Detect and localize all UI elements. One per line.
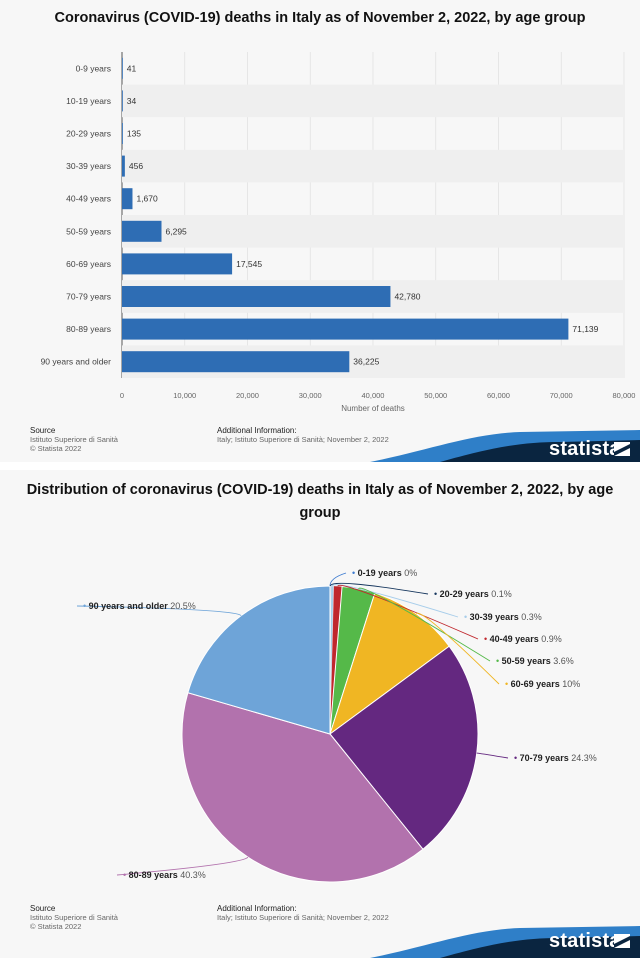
data-label: 456 <box>129 161 143 171</box>
data-label: 17,545 <box>236 259 262 269</box>
leader-line <box>476 752 509 759</box>
bar-chart-title: Coronavirus (COVID-19) deaths in Italy a… <box>54 10 586 26</box>
slice-label: • 50-59 years 3.6% <box>496 656 574 666</box>
bar <box>122 188 133 210</box>
bar <box>122 253 233 275</box>
data-label: 135 <box>127 129 141 139</box>
source-header: Source <box>30 426 56 435</box>
bar <box>122 286 391 307</box>
row-band <box>122 149 624 183</box>
pie-chart-title-line1: Distribution of coronavirus (COVID-19) d… <box>26 482 614 498</box>
pie-slice <box>187 585 331 735</box>
x-tick-label: 20,000 <box>236 391 259 400</box>
x-tick-label: 60,000 <box>487 391 510 400</box>
category-label: 50-59 years <box>66 226 111 236</box>
source-line: Istituto Superiore di Sanità <box>30 435 118 444</box>
pie-chart-panel: Distribution of coronavirus (COVID-19) d… <box>0 470 640 958</box>
x-tick-label: 40,000 <box>362 391 385 400</box>
x-tick-label: 80,000 <box>613 391 636 400</box>
x-tick-label: 10,000 <box>173 391 196 400</box>
source-block: Source Istituto Superiore di Sanità © St… <box>30 904 118 931</box>
category-label: 30-39 years <box>66 161 111 171</box>
slice-label: • 20-29 years 0.1% <box>434 589 512 599</box>
x-axis-label: Number of deaths <box>341 404 405 413</box>
statista-logo-text: statista <box>549 438 621 460</box>
category-label: 0-9 years <box>76 63 111 73</box>
additional-info-text: Italy; Istituto Superiore di Sanità; Nov… <box>217 913 389 922</box>
data-label: 36,225 <box>353 357 379 367</box>
leader-line <box>331 584 459 618</box>
bar <box>122 318 569 340</box>
bar <box>122 220 162 242</box>
category-label: 40-49 years <box>66 194 111 204</box>
x-tick-label: 0 <box>120 391 124 400</box>
brand-banner <box>370 926 640 958</box>
slice-label: • 90 years and older 20.5% <box>83 601 196 611</box>
brand-banner <box>370 430 640 462</box>
statista-logo-icon <box>614 934 630 948</box>
source-header: Source <box>30 904 56 913</box>
data-label: 42,780 <box>394 292 420 302</box>
bar <box>122 90 123 112</box>
leader-line <box>329 572 347 587</box>
leader-line <box>116 856 249 876</box>
pie-slice <box>181 692 424 883</box>
data-label: 6,295 <box>166 226 188 236</box>
category-label: 70-79 years <box>66 292 111 302</box>
leader-line <box>76 605 242 617</box>
category-label: 10-19 years <box>66 96 111 106</box>
data-label: 41 <box>127 63 137 73</box>
x-tick-label: 70,000 <box>550 391 573 400</box>
additional-info-header: Additional Information: <box>217 904 297 913</box>
bar <box>122 123 123 144</box>
bar <box>122 57 123 79</box>
data-label: 71,139 <box>572 324 598 334</box>
source-line: Istituto Superiore di Sanità <box>30 913 118 922</box>
bar-chart-panel: Coronavirus (COVID-19) deaths in Italy a… <box>0 0 640 462</box>
leader-line <box>330 582 429 595</box>
data-label: 34 <box>127 96 137 106</box>
pie-slice <box>329 645 479 850</box>
leader-line <box>337 584 479 640</box>
x-tick-label: 50,000 <box>424 391 447 400</box>
statista-logo-text: statista <box>549 930 621 952</box>
copyright-line: © Statista 2022 <box>30 444 82 453</box>
slice-label: • 80-89 years 40.3% <box>123 870 206 880</box>
leader-line <box>415 612 500 685</box>
x-tick-label: 30,000 <box>299 391 322 400</box>
bar <box>122 155 125 177</box>
row-band <box>122 84 624 118</box>
slice-label: • 30-39 years 0.3% <box>464 612 542 622</box>
category-label: 60-69 years <box>66 259 111 269</box>
slice-label: • 70-79 years 24.3% <box>514 753 597 763</box>
row-band <box>122 215 624 248</box>
category-label: 20-29 years <box>66 129 111 139</box>
slice-label: • 40-49 years 0.9% <box>484 634 562 644</box>
bar <box>122 351 350 373</box>
bar-chart: 0-9 years 10-19 years 20-29 years 30-39 yea… <box>41 52 636 413</box>
additional-info-text: Italy; Istituto Superiore di Sanità; Nov… <box>217 435 389 444</box>
copyright-line: © Statista 2022 <box>30 922 82 931</box>
slice-label: • 0-19 years 0% <box>352 568 417 578</box>
additional-info-block: Additional Information: Italy; Istituto … <box>217 426 389 444</box>
pie-chart-title-line2: group <box>299 505 341 521</box>
category-label: 90 years and older <box>41 357 112 367</box>
pie-chart: • 0-19 years 0% • 20-29 years 0.1% • 30-39… <box>76 568 597 883</box>
data-label: 1,670 <box>136 194 158 204</box>
statista-logo-icon <box>614 442 630 456</box>
source-block: Source Istituto Superiore di Sanità © St… <box>30 426 118 453</box>
additional-info-header: Additional Information: <box>217 426 297 435</box>
category-label: 80-89 years <box>66 324 111 334</box>
slice-label: • 60-69 years 10% <box>505 679 580 689</box>
additional-info-block: Additional Information: Italy; Istituto … <box>217 904 389 922</box>
leader-line <box>358 587 491 662</box>
